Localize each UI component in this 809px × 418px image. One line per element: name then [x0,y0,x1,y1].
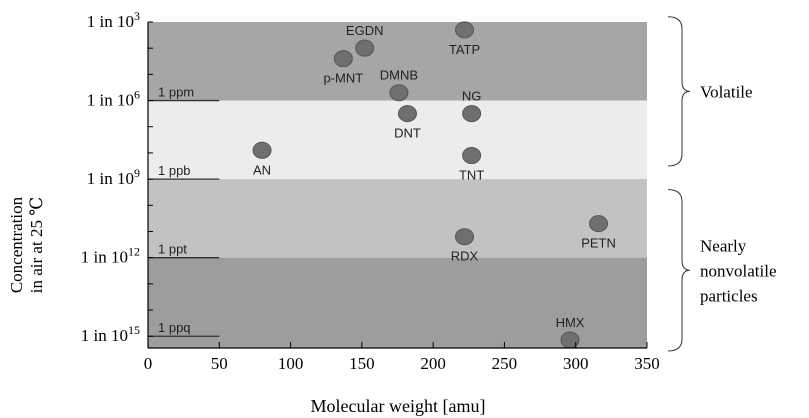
point-label: AN [253,162,271,177]
x-tick-label: 0 [144,354,153,373]
y-tick-label: 1 in 109 [87,166,140,188]
point-label: NG [462,89,482,104]
band-2 [148,179,647,258]
point-label: DNT [394,126,421,141]
point-label: p-MNT [323,71,363,86]
bracket-label: Nearly [700,236,747,255]
point-tnt [462,147,482,165]
y-axis-title-line2: in air at 25 ℃ [27,197,46,293]
point-egdn [355,39,375,57]
level-label: 1 ppq [158,320,191,335]
data-points: TATP EGDN p-MNT DMNB DNT NG AN TNT PETN RDX HMX [252,21,616,349]
x-tick-label: 50 [211,354,228,373]
y-tick-label: 1 in 103 [87,9,140,31]
bracket-label: particles [700,286,758,305]
x-tick-label: 200 [420,354,446,373]
axes: 0 50 100 150 200 250 300 350 1 in 103 1 in 106 1 i… [81,9,660,373]
level-lines: 1 ppm 1 ppb 1 ppt 1 ppq [148,85,220,337]
point-petn [589,215,609,233]
band-1 [148,100,647,180]
level-label: 1 ppm [158,85,194,100]
y-axis-title-line1: Concentration [7,196,26,293]
point-dmnb [389,84,409,102]
point-label: DMNB [380,68,418,83]
x-tick-label: 150 [349,354,375,373]
bracket-0 [667,16,691,167]
band-3 [148,257,647,348]
y-tick-label: 1 in 106 [87,88,140,110]
x-tick-label: 350 [634,354,660,373]
bracket-label: Volatile [700,82,753,101]
point-p-mnt [333,50,353,68]
point-label: TNT [459,168,484,183]
x-tick-label: 300 [563,354,589,373]
range-brackets: Volatile Nearly nonvolatile particles [667,16,776,352]
level-label: 1 ppt [158,242,187,257]
point-label: PETN [581,236,616,251]
y-tick-label: 1 in 1012 [81,245,140,267]
y-tick-label: 1 in 1015 [81,323,140,345]
point-label: EGDN [346,23,384,38]
x-tick-label: 100 [278,354,304,373]
point-label: TATP [449,42,480,57]
point-an [252,141,272,159]
point-label: RDX [451,249,479,264]
x-axis-title: Molecular weight [amu] [311,396,486,416]
x-tick-label: 250 [492,354,518,373]
point-tatp [455,21,475,39]
point-hmx [560,331,580,349]
point-label: HMX [556,315,585,330]
point-ng [462,105,482,123]
point-dnt [397,105,417,123]
point-rdx [455,228,475,246]
concentration-bands [148,22,647,348]
level-label: 1 ppb [158,163,191,178]
bracket-1 [667,189,691,352]
bracket-label: nonvolatile [700,261,776,280]
